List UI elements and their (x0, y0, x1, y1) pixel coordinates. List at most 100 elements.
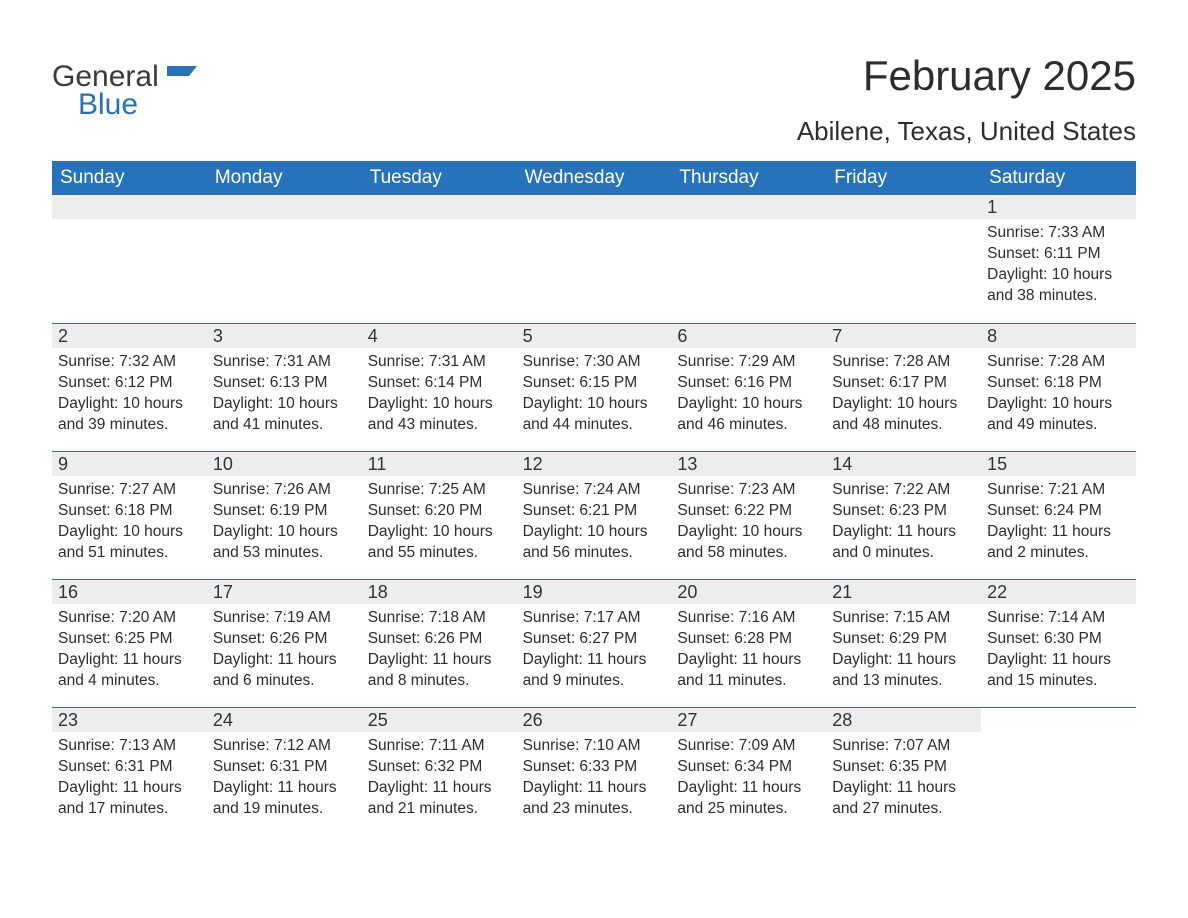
day-number: 19 (517, 580, 672, 604)
detail-day2: and 53 minutes. (213, 543, 356, 564)
detail-sunset: Sunset: 6:28 PM (677, 629, 820, 650)
detail-sunrise: Sunrise: 7:16 AM (677, 608, 820, 629)
day-number: 2 (52, 324, 207, 348)
detail-day2: and 23 minutes. (523, 799, 666, 820)
detail-sunrise: Sunrise: 7:30 AM (523, 352, 666, 373)
calendar-cell: 14Sunrise: 7:22 AMSunset: 6:23 PMDayligh… (826, 452, 981, 579)
detail-day2: and 46 minutes. (677, 415, 820, 436)
calendar-cell: 8Sunrise: 7:28 AMSunset: 6:18 PMDaylight… (981, 324, 1136, 451)
calendar-cell: 23Sunrise: 7:13 AMSunset: 6:31 PMDayligh… (52, 708, 207, 835)
day-number: 25 (362, 708, 517, 732)
day-number: 17 (207, 580, 362, 604)
day-detail: Sunrise: 7:10 AMSunset: 6:33 PMDaylight:… (517, 732, 672, 820)
detail-day1: Daylight: 11 hours (213, 778, 356, 799)
detail-day2: and 17 minutes. (58, 799, 201, 820)
detail-sunrise: Sunrise: 7:07 AM (832, 736, 975, 757)
calendar-cell: 16Sunrise: 7:20 AMSunset: 6:25 PMDayligh… (52, 580, 207, 707)
day-number: 13 (671, 452, 826, 476)
day-number: 1 (981, 195, 1136, 219)
day-number: 16 (52, 580, 207, 604)
detail-day1: Daylight: 11 hours (523, 650, 666, 671)
day-detail: Sunrise: 7:13 AMSunset: 6:31 PMDaylight:… (52, 732, 207, 820)
calendar-cell: 5Sunrise: 7:30 AMSunset: 6:15 PMDaylight… (517, 324, 672, 451)
dayname: Saturday (981, 161, 1136, 195)
detail-day1: Daylight: 10 hours (368, 394, 511, 415)
calendar-week: 1Sunrise: 7:33 AMSunset: 6:11 PMDaylight… (52, 195, 1136, 323)
detail-sunrise: Sunrise: 7:28 AM (832, 352, 975, 373)
detail-sunrise: Sunrise: 7:25 AM (368, 480, 511, 501)
calendar-cell: 28Sunrise: 7:07 AMSunset: 6:35 PMDayligh… (826, 708, 981, 835)
calendar-cell: 7Sunrise: 7:28 AMSunset: 6:17 PMDaylight… (826, 324, 981, 451)
calendar-cell-empty (826, 195, 981, 323)
detail-day2: and 9 minutes. (523, 671, 666, 692)
detail-sunset: Sunset: 6:25 PM (58, 629, 201, 650)
calendar-week: 16 Sunrise: 7:20 AMSunset: 6:25 PM Dayligh… (52, 579, 1136, 707)
detail-day2: and 38 minutes. (987, 286, 1130, 307)
day-detail: Sunrise: 7:28 AMSunset: 6:18 PMDaylight:… (981, 348, 1136, 436)
detail-sunrise: Sunrise: 7:31 AM (368, 352, 511, 373)
detail-day1: Daylight: 11 hours (677, 778, 820, 799)
detail-day1: Daylight: 11 hours (987, 650, 1130, 671)
brand-logo: General Blue (52, 52, 197, 122)
detail-day1: Daylight: 10 hours (677, 522, 820, 543)
detail-sunset: Sunset: 6:31 PM (58, 757, 201, 778)
calendar-cell: 22Sunrise: 7:14 AMSunset: 6:30 PMDayligh… (981, 580, 1136, 707)
dayname-row: SundayMondayTuesdayWednesdayThursdayFrid… (52, 161, 1136, 195)
detail-sunrise: Sunrise: 7:13 AM (58, 736, 201, 757)
dayname: Friday (826, 161, 981, 195)
day-number: 28 (826, 708, 981, 732)
detail-day2: and 43 minutes. (368, 415, 511, 436)
detail-sunrise: Sunrise: 7:31 AM (213, 352, 356, 373)
dayname: Monday (207, 161, 362, 195)
detail-day2: and 4 minutes. (58, 671, 201, 692)
day-number: 12 (517, 452, 672, 476)
calendar-cell: 19Sunrise: 7:17 AMSunset: 6:27 PMDayligh… (517, 580, 672, 707)
detail-day2: and 27 minutes. (832, 799, 975, 820)
detail-sunset: Sunset: 6:13 PM (213, 373, 356, 394)
day-number: 8 (981, 324, 1136, 348)
detail-day2: and 15 minutes. (987, 671, 1130, 692)
detail-day1: Daylight: 11 hours (987, 522, 1130, 543)
detail-sunrise: Sunrise: 7:21 AM (987, 480, 1130, 501)
detail-day1: Daylight: 10 hours (523, 394, 666, 415)
calendar-cell: 11Sunrise: 7:25 AMSunset: 6:20 PMDayligh… (362, 452, 517, 579)
detail-day2: and 8 minutes. (368, 671, 511, 692)
detail-day2: and 11 minutes. (677, 671, 820, 692)
detail-sunset: Sunset: 6:15 PM (523, 373, 666, 394)
detail-sunrise: Sunrise: 7:17 AM (523, 608, 666, 629)
calendar-week: 23Sunrise: 7:13 AMSunset: 6:31 PMDayligh… (52, 707, 1136, 835)
day-detail: Sunrise: 7:31 AMSunset: 6:13 PMDaylight:… (207, 348, 362, 436)
detail-sunrise: Sunrise: 7:28 AM (987, 352, 1130, 373)
detail-sunrise: Sunrise: 7:18 AM (368, 608, 511, 629)
calendar-cell: 2Sunrise: 7:32 AMSunset: 6:12 PMDaylight… (52, 324, 207, 451)
calendar-cell-empty (362, 195, 517, 323)
detail-sunrise: Sunrise: 7:19 AM (213, 608, 356, 629)
detail-sunrise: Sunrise: 7:11 AM (368, 736, 511, 757)
location-text: Abilene, Texas, United States (797, 116, 1136, 147)
day-detail: Sunrise: 7:28 AMSunset: 6:17 PMDaylight:… (826, 348, 981, 436)
detail-day1: Daylight: 10 hours (213, 522, 356, 543)
detail-sunset: Sunset: 6:17 PM (832, 373, 975, 394)
detail-sunrise: Sunrise: 7:10 AM (523, 736, 666, 757)
detail-sunset: Sunset: 6:33 PM (523, 757, 666, 778)
detail-day2: and 49 minutes. (987, 415, 1130, 436)
detail-sunset: Sunset: 6:31 PM (213, 757, 356, 778)
detail-sunrise: Sunrise: 7:27 AM (58, 480, 201, 501)
title-block: February 2025 Abilene, Texas, United Sta… (797, 52, 1136, 147)
detail-sunset: Sunset: 6:35 PM (832, 757, 975, 778)
day-number: 15 (981, 452, 1136, 476)
calendar-cell: 25Sunrise: 7:11 AMSunset: 6:32 PMDayligh… (362, 708, 517, 835)
dayname: Thursday (671, 161, 826, 195)
detail-sunrise: Sunrise: 7:20 AM (58, 608, 201, 629)
day-number: 6 (671, 324, 826, 348)
day-number: 24 (207, 708, 362, 732)
day-detail: Sunrise: 7:09 AMSunset: 6:34 PMDaylight:… (671, 732, 826, 820)
detail-day2: and 25 minutes. (677, 799, 820, 820)
detail-day2: and 13 minutes. (832, 671, 975, 692)
detail-sunset: Sunset: 6:32 PM (368, 757, 511, 778)
detail-sunset: Sunset: 6:18 PM (987, 373, 1130, 394)
detail-day1: Daylight: 11 hours (832, 522, 975, 543)
detail-sunrise: Sunrise: 7:23 AM (677, 480, 820, 501)
detail-sunset: Sunset: 6:23 PM (832, 501, 975, 522)
brand-text: General Blue (52, 60, 197, 122)
